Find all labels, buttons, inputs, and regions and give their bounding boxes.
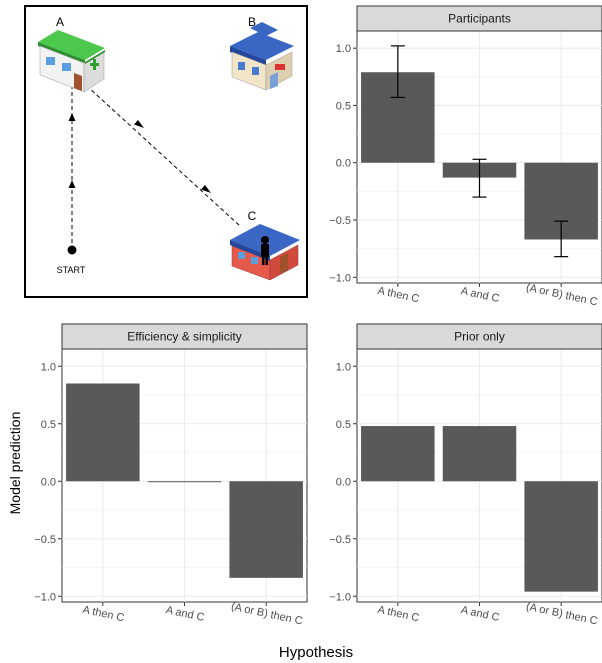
y-axis: −1.0 −0.5 0.0 0.5 1.0 xyxy=(34,361,62,603)
y-tick-label: −0.5 xyxy=(329,215,351,227)
y-tick-label: 0.5 xyxy=(336,419,351,431)
y-tick-label: 0.0 xyxy=(336,158,351,170)
error-layer xyxy=(390,45,569,258)
bar-layer xyxy=(66,383,303,578)
chart-efficiency-simplicity: Efficiency & simplicity −1.0 −0.5 0.0 0.5 1.… xyxy=(34,323,308,628)
panel-title: Participants xyxy=(448,12,511,26)
y-axis: −1.0 −0.5 0.0 0.5 1.0 xyxy=(329,43,357,284)
house-c-icon xyxy=(230,224,300,281)
x-tick-label: A then C xyxy=(82,604,126,625)
bar xyxy=(361,426,435,482)
y-tick-label: −1.0 xyxy=(329,591,351,603)
y-tick-label: 0.0 xyxy=(41,476,56,488)
chart-prior-only: Prior only −1.0 −0.5 0.0 0.5 1.0 A then C A a… xyxy=(329,323,602,628)
arrow-diagonal-icon xyxy=(201,185,211,193)
panel-strip xyxy=(356,5,602,32)
y-tick-label: 0.5 xyxy=(336,100,351,112)
label-start: START xyxy=(57,265,86,275)
label-c: C xyxy=(248,209,257,223)
panel-strip xyxy=(61,323,308,350)
y-tick-label: 0.5 xyxy=(41,419,56,431)
x-tick-label: A then C xyxy=(377,604,421,625)
bar xyxy=(524,481,598,592)
arrow-up-icon xyxy=(68,113,76,121)
arrow-up-icon xyxy=(68,180,76,188)
x-axis: A then C A and C (A or B) then C xyxy=(82,601,304,628)
y-tick-label: 0.0 xyxy=(336,476,351,488)
panel-strip xyxy=(356,323,602,350)
bar xyxy=(229,481,303,578)
x-axis: A then C A and C (A or B) then C xyxy=(377,601,599,628)
arrow-diagonal-icon xyxy=(134,120,144,128)
x-tick-label: (A or B) then C xyxy=(525,601,599,628)
x-tick-label: (A or B) then C xyxy=(230,601,304,628)
bar xyxy=(66,383,140,482)
bar-layer xyxy=(361,72,598,240)
x-tick-label: (A or B) then C xyxy=(525,282,599,309)
y-tick-label: −1.0 xyxy=(34,591,56,603)
x-axis-title: Hypothesis xyxy=(279,644,353,661)
y-tick-label: 1.0 xyxy=(336,361,351,373)
y-tick-label: −1.0 xyxy=(329,272,351,284)
y-tick-label: 1.0 xyxy=(41,361,56,373)
y-axis: −1.0 −0.5 0.0 0.5 1.0 xyxy=(329,361,357,603)
bar xyxy=(147,481,222,483)
y-tick-label: −0.5 xyxy=(329,534,351,546)
label-a: A xyxy=(56,15,64,29)
path-a-to-c xyxy=(75,75,241,227)
panel-title: Prior only xyxy=(454,330,505,344)
y-tick-label: 1.0 xyxy=(336,43,351,55)
bar-layer xyxy=(361,426,598,592)
x-tick-label: A and C xyxy=(460,285,501,305)
label-b: B xyxy=(248,15,256,29)
map-diagram: A B xyxy=(24,5,308,298)
x-tick-label: A and C xyxy=(165,604,206,624)
y-axis-title: Model prediction xyxy=(7,412,23,515)
panel-title: Efficiency & simplicity xyxy=(127,330,241,344)
house-a-icon xyxy=(38,30,105,93)
x-axis: A then C A and C (A or B) then C xyxy=(377,282,599,309)
start-point xyxy=(67,245,77,255)
y-tick-label: −0.5 xyxy=(34,534,56,546)
person-icon xyxy=(261,236,269,265)
x-tick-label: A and C xyxy=(460,604,501,624)
x-tick-label: A then C xyxy=(377,285,421,306)
house-b-icon xyxy=(230,22,294,91)
bar xyxy=(442,426,517,482)
